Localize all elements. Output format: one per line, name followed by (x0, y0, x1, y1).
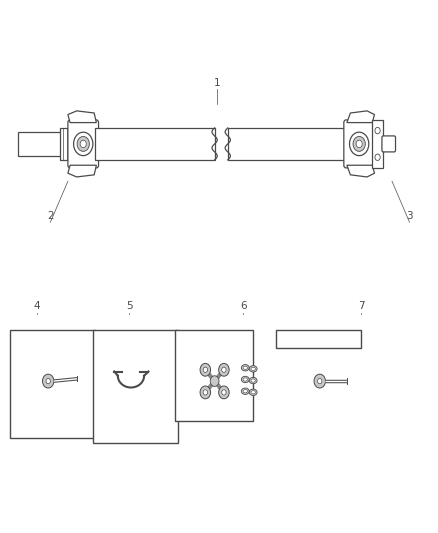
FancyBboxPatch shape (382, 136, 396, 152)
Text: 4: 4 (34, 302, 41, 311)
Bar (276, 330, 361, 348)
Bar (228, 128, 346, 160)
Polygon shape (68, 165, 96, 177)
Circle shape (353, 136, 365, 151)
Circle shape (210, 376, 219, 386)
Polygon shape (347, 165, 374, 177)
Ellipse shape (249, 366, 257, 372)
Bar (175, 330, 253, 421)
Bar (95, 128, 215, 160)
Circle shape (375, 154, 380, 160)
FancyBboxPatch shape (372, 120, 383, 168)
Text: 1: 1 (213, 78, 220, 87)
Bar (60, 128, 70, 160)
Circle shape (222, 367, 226, 373)
Circle shape (356, 140, 362, 148)
Circle shape (222, 390, 226, 395)
FancyBboxPatch shape (344, 120, 374, 168)
Circle shape (80, 140, 86, 148)
Ellipse shape (251, 367, 255, 370)
Circle shape (46, 378, 50, 384)
Ellipse shape (243, 378, 247, 381)
Bar (18, 132, 61, 156)
Ellipse shape (241, 376, 249, 383)
Ellipse shape (241, 388, 249, 394)
Circle shape (375, 127, 380, 134)
Ellipse shape (249, 389, 257, 395)
Bar (93, 330, 178, 443)
Text: 6: 6 (240, 302, 247, 311)
Circle shape (350, 132, 369, 156)
Text: 5: 5 (126, 302, 133, 311)
Text: 3: 3 (406, 211, 413, 221)
Text: 7: 7 (358, 302, 365, 311)
Ellipse shape (251, 379, 255, 382)
Circle shape (203, 367, 208, 373)
Polygon shape (347, 111, 374, 123)
Ellipse shape (243, 366, 247, 369)
Circle shape (314, 374, 325, 388)
Circle shape (219, 386, 229, 399)
Circle shape (74, 132, 93, 156)
Ellipse shape (241, 365, 249, 371)
Circle shape (77, 136, 89, 151)
Circle shape (203, 390, 208, 395)
Circle shape (42, 374, 54, 388)
Circle shape (200, 364, 211, 376)
Circle shape (219, 364, 229, 376)
Circle shape (318, 378, 322, 384)
Polygon shape (68, 111, 96, 123)
FancyBboxPatch shape (68, 120, 99, 168)
Ellipse shape (251, 391, 255, 394)
Ellipse shape (249, 377, 257, 384)
Bar (10, 330, 95, 438)
Ellipse shape (243, 390, 247, 393)
Circle shape (200, 386, 211, 399)
Text: 2: 2 (47, 211, 54, 221)
